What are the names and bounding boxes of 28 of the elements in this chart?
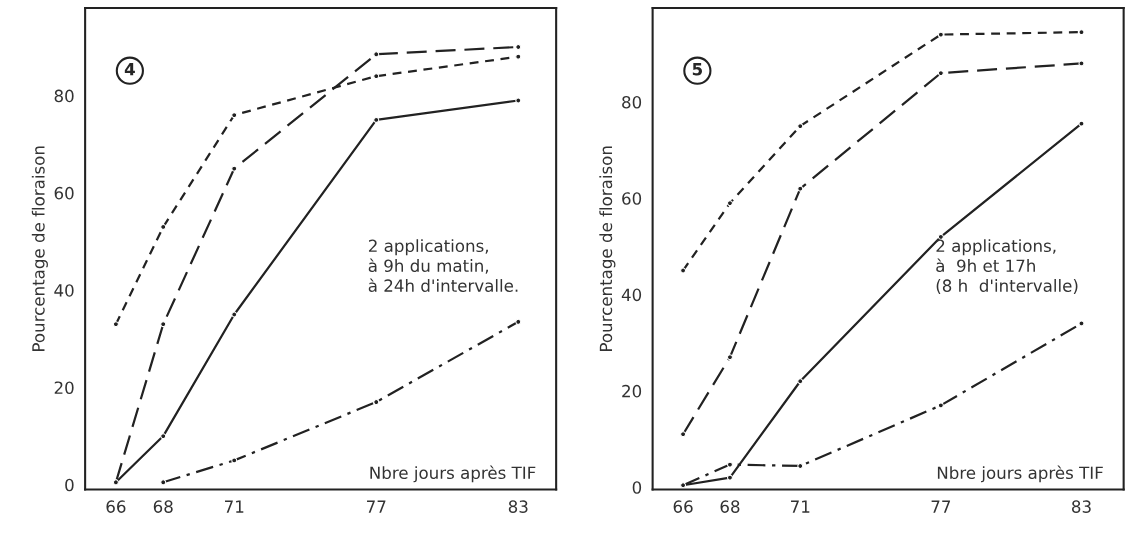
annotation: 5 [692,63,703,76]
y-tick-label: 20 [622,384,642,398]
x-axis-title: Nbre jours après TIF [370,465,536,483]
y-tick-label: 40 [621,288,642,302]
y-tick-label: 20 [54,381,74,395]
y-axis-title: Pourcentage de floraison [599,146,616,351]
y-tick-label: 0 [65,478,74,492]
x-tick-label: 77 [931,500,951,513]
x-tick-label: 71 [225,500,244,513]
y-tick-label: 80 [54,89,74,103]
x-axis-title: Nbre jours après TIF [937,465,1103,483]
x-tick-label: 68 [720,500,740,513]
y-tick-label: 60 [622,192,642,205]
x-tick-label: 71 [791,500,810,513]
y-tick-label: 40 [54,284,74,297]
y-tick-label: 60 [54,186,74,200]
x-tick-label: 68 [153,500,173,513]
annotation: 2 applications, à 9h et 17h (8 h d'intervalle) [936,239,1078,294]
x-tick-label: 66 [106,500,126,513]
x-tick-label: 83 [1071,500,1091,513]
annotation: 4 [124,63,135,76]
y-axis-title: Pourcentage de floraison [31,146,48,351]
y-tick-label: 0 [632,481,642,494]
y-tick-label: 80 [622,95,642,109]
x-tick-label: 77 [367,500,386,513]
annotation: 2 applications, à 9h du matin, à 24h d'intervalle. [368,239,518,292]
x-tick-label: 66 [673,500,693,513]
x-tick-label: 83 [508,500,528,513]
